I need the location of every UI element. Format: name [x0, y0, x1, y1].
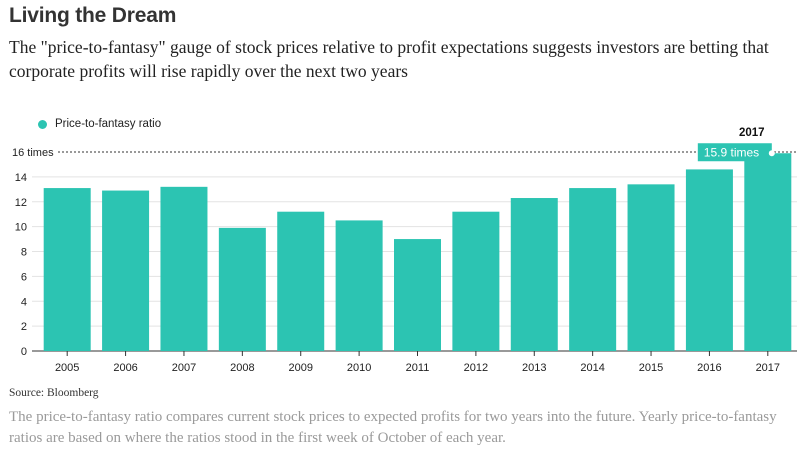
legend-label: Price-to-fantasy ratio: [55, 118, 162, 130]
y-tick-label: 0: [21, 346, 27, 358]
bar: [744, 153, 792, 351]
x-tick-label: 2011: [406, 362, 430, 374]
x-tick-label: 2007: [172, 362, 196, 374]
x-tick-label: 2008: [230, 362, 254, 374]
bar: [102, 190, 150, 351]
footnote: The price-to-fantasy ratio compares curr…: [9, 409, 777, 446]
x-tick-label: 2017: [756, 362, 780, 374]
legend: Price-to-fantasy ratio: [38, 116, 161, 132]
bar-chart: 0 2 4 6 8 10 12 14 16 times 2005 2006 2007 2008 2009 2…: [12, 127, 797, 374]
source-note: Source: Bloomberg: [9, 387, 99, 399]
bar: [160, 186, 208, 351]
x-tick-label: 2009: [288, 362, 312, 374]
legend-swatch: [38, 119, 47, 129]
x-tick-label: 2013: [522, 362, 546, 374]
x-tick-label: 2016: [697, 362, 721, 374]
bar: [335, 220, 383, 351]
chart-subtitle: The "price-to-fantasy" gauge of stock pr…: [9, 37, 769, 81]
annotation-year: 2017: [739, 127, 765, 139]
bar: [510, 198, 558, 351]
bar: [394, 239, 441, 351]
y-tick-label: 14: [15, 172, 27, 184]
x-tick-label: 2010: [347, 362, 371, 374]
y-tick-label: 12: [15, 197, 27, 209]
bar: [277, 211, 325, 351]
bar: [627, 184, 675, 351]
bar: [569, 188, 617, 351]
y-tick-label: 10: [15, 222, 27, 234]
annotation-marker: [768, 150, 775, 157]
y-tick-label: 8: [21, 247, 27, 259]
x-tick-label: 2012: [464, 362, 488, 374]
bar: [685, 169, 733, 351]
y-tick-label: 2: [21, 321, 27, 333]
x-tick-label: 2005: [55, 362, 79, 374]
x-tick-label: 2014: [580, 362, 604, 374]
y-tick-label: 16 times: [12, 147, 54, 159]
y-tick-label: 6: [21, 271, 27, 283]
bar: [218, 227, 266, 351]
chart-title: Living the Dream: [9, 4, 177, 27]
y-tick-label: 4: [21, 296, 27, 308]
annotation-box: [697, 143, 772, 162]
bar: [43, 188, 91, 351]
annotation-label: 15.9 times: [704, 146, 759, 160]
bar: [452, 211, 500, 351]
x-tick-label: 2006: [113, 362, 137, 374]
x-tick-label: 2015: [639, 362, 663, 374]
